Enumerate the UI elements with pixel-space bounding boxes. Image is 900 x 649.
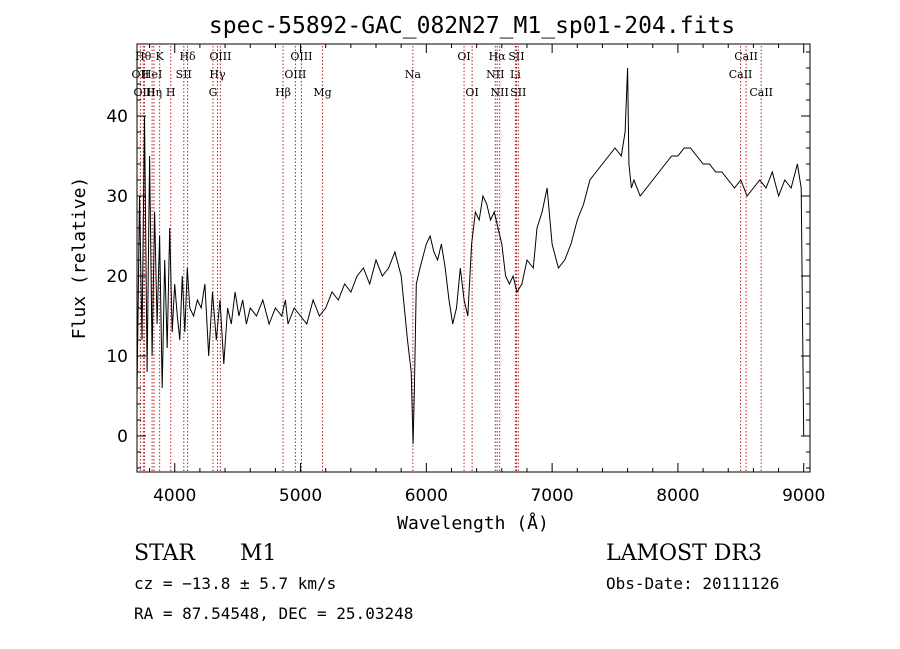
line-markers (139, 46, 762, 472)
object-subclass: M1 (240, 541, 277, 566)
x-tick-label: 4000 (153, 486, 196, 506)
line-marker-label: Hγ (209, 68, 226, 81)
coordinates: RA = 87.54548, DEC = 25.03248 (134, 604, 413, 623)
survey-name: LAMOST DR3 (606, 541, 762, 566)
line-marker-label: H (166, 86, 176, 99)
line-marker-label: CaII (729, 68, 753, 81)
line-marker-label: OIII (290, 50, 312, 63)
line-marker-label: G (209, 86, 218, 99)
line-marker-label: Hθ (135, 50, 152, 63)
observation-date: Obs-Date: 20111126 (606, 574, 779, 593)
y-tick-label: 40 (106, 107, 128, 127)
line-marker-label: OIII (284, 68, 306, 81)
line-marker-label: OIII (134, 86, 156, 99)
line-marker-label: OI (457, 50, 470, 63)
y-axis-ticks: 0 10 20 30 40 (106, 51, 810, 469)
line-marker-label: NII (486, 68, 504, 81)
line-marker-label: CaII (749, 86, 773, 99)
x-tick-label: 5000 (279, 486, 322, 506)
line-marker-label: Li (510, 68, 521, 81)
line-marker-label: CaII (734, 50, 758, 63)
y-tick-label: 0 (117, 427, 128, 447)
line-marker-label: SII (508, 50, 524, 63)
y-axis-label: Flux (relative) (69, 177, 90, 340)
chart-title: spec-55892-GAC_082N27_M1_sp01-204.fits (209, 13, 735, 39)
line-marker-label: OIII (209, 50, 231, 63)
x-axis-label: Wavelength (Å) (397, 512, 549, 534)
y-tick-label: 30 (106, 187, 128, 207)
line-marker-label: HeI (142, 68, 162, 81)
line-marker-label: Hη (146, 86, 162, 99)
line-marker-label: SII (176, 68, 192, 81)
line-marker-label: Hδ (179, 50, 196, 63)
x-tick-label: 7000 (530, 486, 573, 506)
line-marker-label: Hα (489, 50, 507, 63)
spectrum-line (136, 67, 805, 445)
y-tick-label: 10 (106, 347, 128, 367)
line-marker-label: Mg (313, 86, 331, 99)
x-tick-label: 6000 (405, 486, 448, 506)
line-marker-label: Na (405, 68, 422, 81)
line-marker-label: OII (132, 68, 150, 81)
x-tick-label: 9000 (782, 486, 825, 506)
line-marker-label: SII (510, 86, 526, 99)
line-marker-label: OI (465, 86, 478, 99)
x-tick-label: 8000 (656, 486, 699, 506)
plot-frame (136, 43, 811, 473)
object-class: STAR (134, 541, 196, 566)
line-marker-label: K (156, 50, 165, 63)
y-tick-label: 20 (106, 267, 128, 287)
redshift-cz: cz = −13.8 ± 5.7 km/s (134, 574, 336, 593)
line-marker-label: NII (491, 86, 509, 99)
x-axis-ticks: 4000 5000 6000 7000 8000 9000 (149, 44, 825, 506)
line-marker-label: Hβ (275, 86, 291, 99)
